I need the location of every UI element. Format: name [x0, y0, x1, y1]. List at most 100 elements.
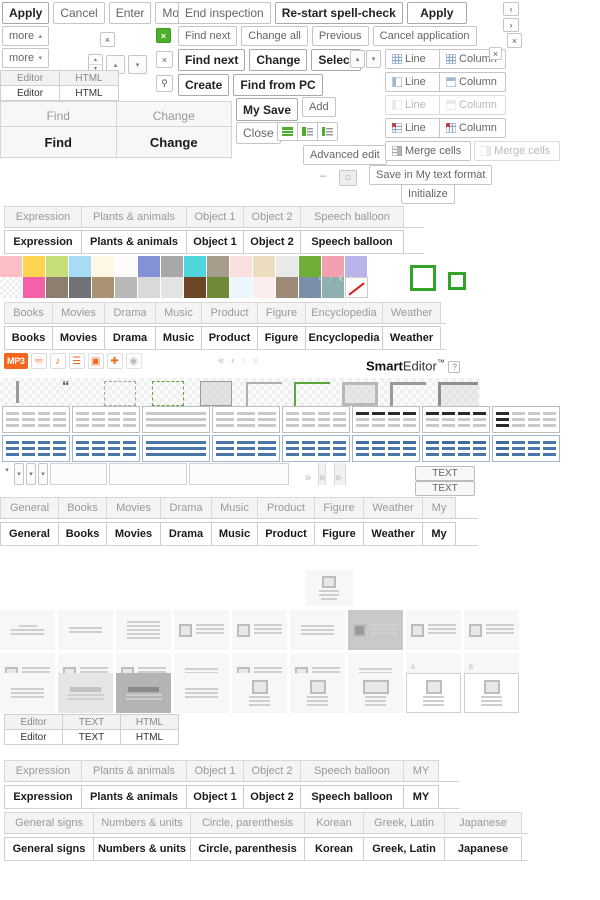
- layout-template-img-framed2[interactable]: [464, 673, 519, 713]
- swatch-0-15[interactable]: [345, 256, 368, 277]
- tab-music[interactable]: Music: [155, 302, 202, 323]
- tab-object-2[interactable]: Object 2: [243, 760, 301, 781]
- swatch-1-11[interactable]: [253, 277, 276, 298]
- tab-drama[interactable]: Drama: [104, 302, 156, 323]
- search-icon-button[interactable]: ⚲: [156, 75, 173, 92]
- tab-editor[interactable]: Editor: [4, 714, 63, 730]
- tab-my-active[interactable]: My: [422, 522, 456, 545]
- table-style-thumb[interactable]: [142, 406, 210, 433]
- tab-speech-balloon-active[interactable]: Speech balloon: [300, 785, 404, 808]
- restart-spellcheck-button[interactable]: Re-start spell-check: [274, 2, 403, 24]
- insert-line-button[interactable]: Line: [385, 49, 440, 69]
- tab-expression[interactable]: Expression: [4, 206, 82, 227]
- dropdown-caret-icon-4[interactable]: ▾: [38, 463, 48, 485]
- close-icon-button-4[interactable]: ×: [489, 47, 502, 60]
- end-inspection-button[interactable]: End inspection: [178, 2, 271, 24]
- layout-template-img-left-border[interactable]: [464, 610, 519, 650]
- chevron-right-icon[interactable]: ›: [328, 270, 333, 285]
- tab-html[interactable]: HTML: [120, 714, 179, 730]
- tab-expression-active[interactable]: Expression: [4, 230, 82, 253]
- prev-page-icon[interactable]: ‹: [231, 355, 235, 367]
- cd-icon[interactable]: ◉: [125, 353, 142, 369]
- input-field-1[interactable]: [50, 463, 107, 485]
- restore-button[interactable]: □: [339, 170, 357, 186]
- quote-style-top-border-green[interactable]: [288, 378, 336, 406]
- step-down-button[interactable]: ▾: [128, 55, 147, 74]
- table-style-thumb[interactable]: [2, 435, 70, 462]
- tab-html[interactable]: HTML: [59, 70, 119, 86]
- add-button[interactable]: Add: [302, 97, 336, 117]
- table-style-thumb[interactable]: [352, 406, 420, 433]
- quote-style-top-border[interactable]: [240, 378, 288, 406]
- tab-expression-active[interactable]: Expression: [4, 785, 82, 808]
- tab-object-1[interactable]: Object 1: [186, 206, 244, 227]
- tab-speech-balloon[interactable]: Speech balloon: [300, 206, 404, 227]
- tab-general[interactable]: General: [0, 497, 59, 518]
- swatch-1-5[interactable]: [115, 277, 138, 298]
- layout-template-img-left-sm[interactable]: [174, 610, 229, 650]
- tab-object-2-active[interactable]: Object 2: [243, 230, 301, 253]
- quote-style-mark[interactable]: “: [48, 378, 96, 406]
- layout-template-img-left-md[interactable]: [232, 610, 287, 650]
- selection-box-large[interactable]: [410, 265, 436, 291]
- tab-object-1-active[interactable]: Object 1: [186, 230, 244, 253]
- stepper-up-icon[interactable]: ▴: [89, 55, 102, 64]
- more-button-up[interactable]: more ▴: [2, 26, 49, 46]
- tab-text-active[interactable]: TEXT: [62, 729, 121, 745]
- tab-my[interactable]: MY: [403, 760, 439, 781]
- tab-expression[interactable]: Expression: [4, 760, 82, 781]
- tab-product[interactable]: Product: [201, 302, 258, 323]
- select-line-button[interactable]: Line: [385, 72, 440, 92]
- last-page-icon[interactable]: »: [252, 355, 259, 367]
- find-label[interactable]: Find: [46, 109, 70, 123]
- help-icon[interactable]: ?: [448, 360, 461, 373]
- nav-next-button[interactable]: ›: [503, 18, 519, 32]
- select-column-button[interactable]: Column: [439, 72, 506, 92]
- change-button-bold[interactable]: Change: [249, 49, 308, 71]
- layout-template-short-lines[interactable]: [0, 673, 55, 713]
- cancel-button[interactable]: Cancel: [53, 2, 105, 24]
- quote-style-dashed-green[interactable]: [144, 378, 192, 406]
- table-style-thumb[interactable]: [352, 435, 420, 462]
- tab-movies[interactable]: Movies: [52, 302, 105, 323]
- merge-cells-button[interactable]: Merge cells: [385, 141, 471, 161]
- swatch-0-8[interactable]: [184, 256, 207, 277]
- swatch-0-2[interactable]: [46, 256, 69, 277]
- next-page-icon[interactable]: ›: [241, 355, 246, 367]
- table-style-grid-blue[interactable]: [2, 435, 562, 462]
- scroll-more-icon-2[interactable]: »: [319, 472, 326, 484]
- mp3-badge[interactable]: MP3: [4, 353, 28, 369]
- align-right-text-icon[interactable]: [317, 122, 338, 141]
- tab-circle-parenthesis-active[interactable]: Circle, parenthesis: [190, 837, 305, 860]
- tab-html-active[interactable]: HTML: [59, 85, 119, 101]
- layout-template-img-top2[interactable]: [290, 673, 345, 713]
- table-style-thumb[interactable]: [422, 406, 490, 433]
- my-save-button[interactable]: My Save: [236, 98, 299, 121]
- tab-books-active[interactable]: Books: [4, 326, 53, 349]
- layout-template-row-1[interactable]: [0, 610, 519, 650]
- table-style-thumb[interactable]: [142, 435, 210, 462]
- swatch-0-11[interactable]: [253, 256, 276, 277]
- stepper-down-icon[interactable]: ▾: [89, 63, 102, 73]
- close-icon-button-3[interactable]: ×: [507, 33, 522, 48]
- tab-product-active[interactable]: Product: [257, 522, 315, 545]
- tab-object-1-active[interactable]: Object 1: [186, 785, 244, 808]
- tab-figure-active[interactable]: Figure: [314, 522, 364, 545]
- playlist-icon[interactable]: ☰: [68, 353, 85, 369]
- table-style-thumb[interactable]: [72, 435, 140, 462]
- tab-my-active[interactable]: MY: [403, 785, 439, 808]
- table-style-thumb[interactable]: [212, 435, 280, 462]
- table-style-thumb[interactable]: [422, 435, 490, 462]
- tab-general-active[interactable]: General: [0, 522, 59, 545]
- tab-greek-latin-active[interactable]: Greek, Latin: [363, 837, 445, 860]
- swatch-0-9[interactable]: [207, 256, 230, 277]
- change-all-button[interactable]: Change all: [241, 26, 308, 46]
- swatch-1-3[interactable]: [69, 277, 92, 298]
- table-style-thumb[interactable]: [282, 406, 350, 433]
- close-icon-button-green[interactable]: ×: [156, 28, 171, 43]
- swatch-1-6[interactable]: [138, 277, 161, 298]
- find-label-active[interactable]: Find: [44, 134, 72, 150]
- swatch-1-8[interactable]: [184, 277, 207, 298]
- swatch-0-4[interactable]: [92, 256, 115, 277]
- table-style-thumb[interactable]: [492, 435, 560, 462]
